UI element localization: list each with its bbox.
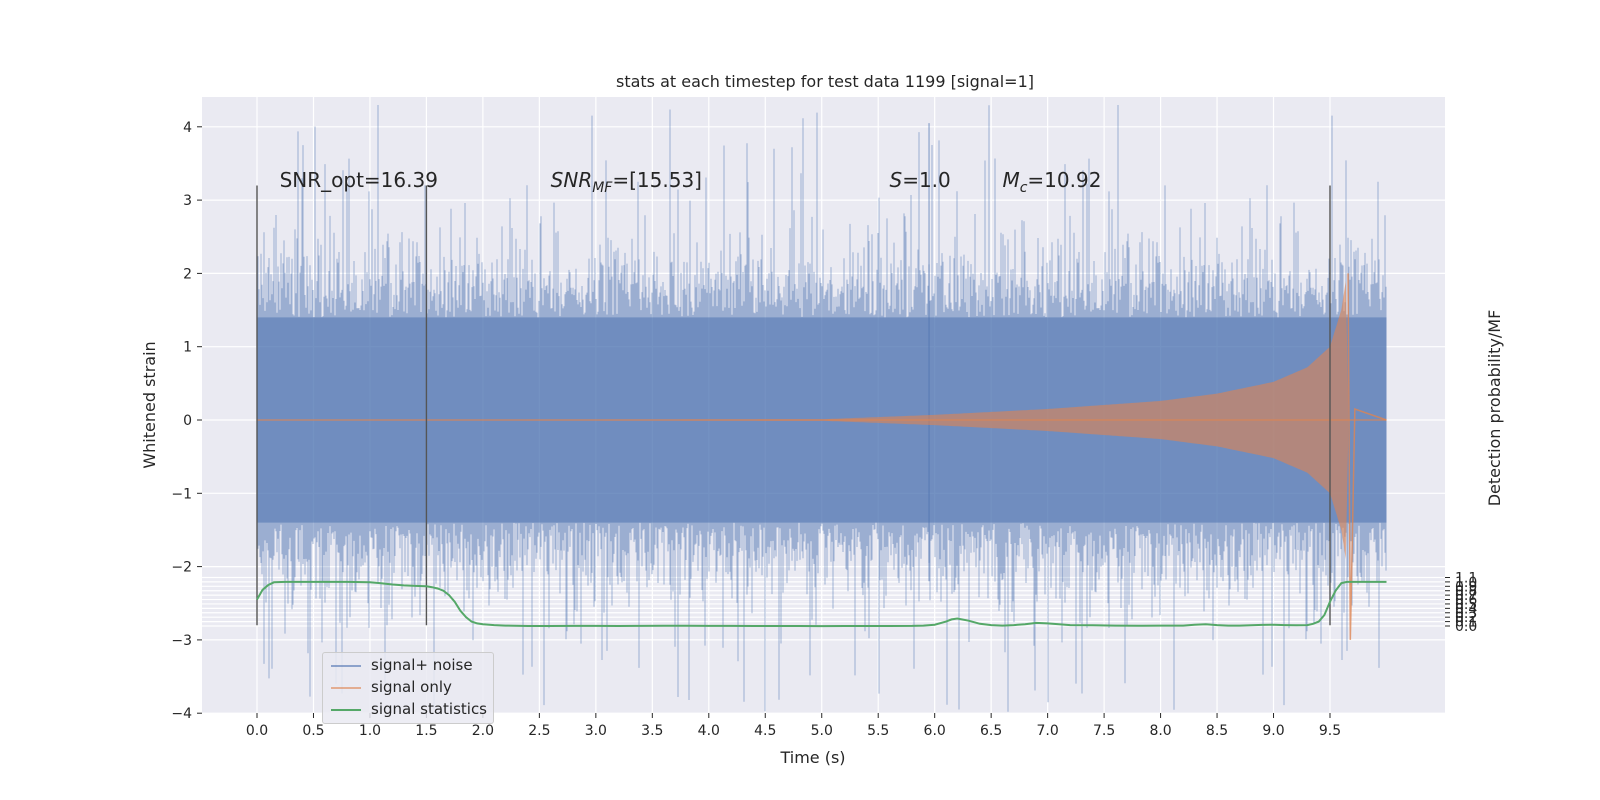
signal-merger xyxy=(1347,273,1387,640)
x-tick-label: 7.0 xyxy=(1036,723,1058,739)
y-tick-label-left: 3 xyxy=(183,193,192,209)
legend-label-statistics: signal statistics xyxy=(371,700,488,718)
y-tick-label-right: 0.8 xyxy=(1455,584,1477,600)
x-tick-label: 5.0 xyxy=(811,723,833,739)
legend-label-noise: signal+ noise xyxy=(371,656,473,674)
y-tick-label-right: 1.1 xyxy=(1455,570,1477,586)
annotation-layer: SNR_opt=16.39 SNRMF=[15.53] S=1.0 Mc=10.92 xyxy=(280,168,1102,196)
x-tick-label: 0.0 xyxy=(246,723,268,739)
y-tick-label-right: 0.0 xyxy=(1455,619,1477,635)
tick-layer: 0.0 0.5 1.0 1.5 2.0 2.5 3.0 3.5 4.0 4.5 5.0 5.5 6.0 6… xyxy=(171,120,1477,739)
y-axis-label-right: Detection probability/MF xyxy=(1485,310,1504,507)
y-tick-label-right: 0.7 xyxy=(1455,588,1477,604)
y-tick-label-left: −3 xyxy=(171,633,192,649)
y-axis-label-left: Whitened strain xyxy=(140,341,159,468)
vertical-markers xyxy=(256,185,1331,626)
x-tick-label: 3.0 xyxy=(585,723,607,739)
x-tick-label: 1.5 xyxy=(415,723,437,739)
x-tick-label: 8.0 xyxy=(1149,723,1171,739)
y-tick-label-right: 0.2 xyxy=(1455,610,1477,626)
legend-item-statistics: signal statistics xyxy=(323,699,493,721)
y-tick-label-right: 0.1 xyxy=(1455,615,1477,631)
y-tick-label-right: 0.9 xyxy=(1455,579,1477,595)
annotation-main: S xyxy=(890,168,903,192)
statistics-series xyxy=(256,580,1387,628)
legend-item-noise: signal+ noise xyxy=(323,655,493,677)
signal-only-series xyxy=(257,273,1387,640)
y-tick-label-left: 0 xyxy=(183,413,192,429)
x-tick-label: 5.5 xyxy=(867,723,889,739)
x-tick-label: 6.5 xyxy=(980,723,1002,739)
x-tick-label: 7.5 xyxy=(1093,723,1115,739)
x-tick-label: 6.0 xyxy=(924,723,946,739)
y-tick-label-right: 1.0 xyxy=(1455,575,1477,591)
annotation-value: =1.0 xyxy=(902,168,951,192)
legend: signal+ noise signal only signal statist… xyxy=(322,652,494,724)
x-tick-label: 0.5 xyxy=(302,723,324,739)
annotation-text: Mc=10.92 xyxy=(1002,168,1101,196)
annotation-text: SNR_opt=16.39 xyxy=(280,168,438,192)
y-tick-label-left: 1 xyxy=(183,340,192,356)
x-tick-label: 8.5 xyxy=(1206,723,1228,739)
y-tick-label-right: 0.6 xyxy=(1455,593,1477,609)
x-tick-label: 2.0 xyxy=(472,723,494,739)
legend-swatch-statistics xyxy=(331,709,361,711)
legend-label-signal: signal only xyxy=(371,678,452,696)
legend-swatch-signal xyxy=(331,687,361,689)
annotation-subscript: MF xyxy=(592,180,613,196)
statistics-line xyxy=(256,580,1387,628)
y-tick-label-left: 4 xyxy=(183,120,192,136)
y-tick-label-left: −4 xyxy=(171,706,192,722)
annotation-main: M xyxy=(1002,168,1019,192)
x-tick-label: 4.0 xyxy=(698,723,720,739)
x-tick-label: 4.5 xyxy=(754,723,776,739)
y-tick-label-left: 2 xyxy=(183,266,192,282)
x-tick-label: 3.5 xyxy=(641,723,663,739)
annotation-value: =[15.53] xyxy=(612,168,702,192)
y-tick-label-right: 0.4 xyxy=(1455,601,1477,617)
annotation-subscript: c xyxy=(1020,180,1028,196)
annotation-value: =10.92 xyxy=(1027,168,1101,192)
x-tick-label: 1.0 xyxy=(359,723,381,739)
x-tick-label: 9.5 xyxy=(1319,723,1341,739)
annotation-main: SNR xyxy=(551,168,593,192)
y-tick-label-right: 0.5 xyxy=(1455,597,1477,613)
legend-swatch-noise xyxy=(331,665,361,667)
legend-item-signal: signal only xyxy=(323,677,493,699)
y-tick-label-left: −1 xyxy=(171,486,192,502)
y-tick-label-right: 0.3 xyxy=(1455,606,1477,622)
x-tick-label: 2.5 xyxy=(528,723,550,739)
annotation-text: S=1.0 xyxy=(890,168,951,192)
x-tick-label: 9.0 xyxy=(1262,723,1284,739)
annotation-text: SNRMF=[15.53] xyxy=(551,168,702,196)
y-tick-label-left: −2 xyxy=(171,560,192,576)
annotation-main: SNR_opt=16.39 xyxy=(280,168,438,192)
